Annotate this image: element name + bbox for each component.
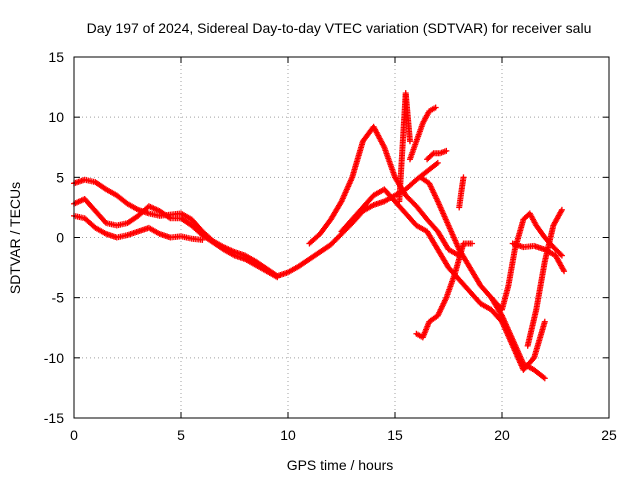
y-tick-label: 0 [56,230,64,246]
x-tick-label: 20 [494,427,510,443]
track-1-point [434,159,441,166]
track-2-point [274,274,281,281]
track-3-point [199,236,206,243]
track-10-marker [429,151,436,158]
x-tick-label: 5 [177,427,185,443]
track-9-point [469,240,476,247]
x-tick-label: 0 [70,427,78,443]
track-12-point [558,252,565,259]
y-tick-label: 15 [48,49,64,65]
track-10-point [443,147,450,154]
track-5-point [541,318,548,325]
grid-lines [74,57,609,418]
x-tick-label: 15 [387,427,403,443]
y-tick-label: -15 [44,410,64,426]
x-tick-label: 10 [280,427,296,443]
chart-title: Day 197 of 2024, Sidereal Day-to-day VTE… [87,20,592,36]
track-8-marker [540,374,547,381]
track-12-marker [557,251,564,258]
track-13-point [561,268,568,275]
track-11-point [460,174,467,181]
track-7-point [432,104,439,111]
y-tick-label: -5 [52,290,65,306]
track-8-point [541,375,548,382]
track-1-marker [433,160,440,167]
y-tick-label: -10 [44,350,64,366]
x-axis-label: GPS time / hours [287,457,394,473]
track-2-marker [165,214,172,221]
track-14-point [558,206,565,213]
x-tick-label: 25 [601,427,617,443]
y-tick-label: 5 [56,169,64,185]
axis-ticks: 0 5 10 15 20 25 -15 -10 -5 0 5 10 15 [44,49,617,443]
track-6-point [406,138,413,145]
data-points [71,90,568,382]
y-tick-label: 10 [48,109,64,125]
y-axis-label: SDTVAR / TECUs [7,182,23,294]
